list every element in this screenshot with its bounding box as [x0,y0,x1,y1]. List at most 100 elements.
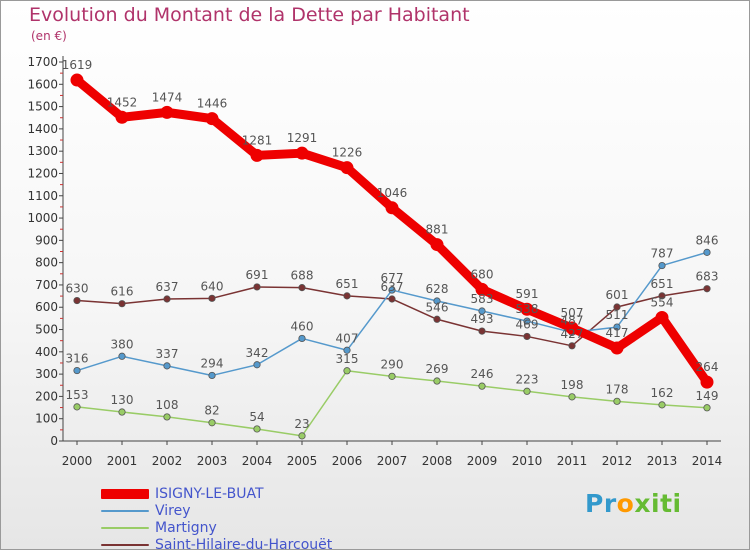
y-tick-label: 500 [35,323,58,337]
y-tick-label: 1700 [27,55,58,69]
data-point-1-7 [388,286,396,294]
data-point-3-5 [298,284,306,292]
legend-label-virey: Virey [155,502,191,519]
legend-swatch-saint-hilaire [101,543,149,546]
data-label-2-12: 178 [606,382,629,396]
legend-swatch-martigny [101,526,149,529]
data-point-0-5 [295,146,309,160]
data-label-1-8: 628 [426,282,449,296]
data-label-3-13: 651 [651,277,674,291]
y-tick-label: 700 [35,278,58,292]
y-tick-label: 800 [35,256,58,270]
data-label-2-13: 162 [651,386,674,400]
data-point-2-10 [523,387,531,395]
data-label-3-14: 683 [696,270,719,284]
data-point-2-3 [208,419,216,427]
data-point-1-2 [163,362,171,370]
data-point-0-11 [565,321,579,335]
data-label-2-6: 315 [336,352,359,366]
y-tick-label: 1400 [27,122,58,136]
data-point-1-6 [343,346,351,354]
data-label-1-12: 511 [606,308,629,322]
data-point-0-6 [340,161,354,175]
logo-letter: i [651,489,661,518]
x-tick-label: 2003 [197,454,228,468]
data-point-1-0 [73,366,81,375]
data-point-0-13 [655,310,669,324]
data-label-2-5: 23 [294,417,309,431]
data-label-1-0: 316 [66,352,89,366]
data-point-1-12 [613,323,621,331]
data-label-0-11: 507 [561,306,584,320]
data-point-2-13 [658,401,666,409]
legend-item-martigny[interactable]: Martigny [101,519,332,536]
data-label-0-10: 591 [516,287,539,301]
data-point-0-10 [520,302,534,316]
data-label-3-5: 688 [291,269,314,283]
data-label-0-12: 417 [606,326,629,340]
data-label-2-9: 246 [471,367,494,381]
data-label-1-10: 538 [516,302,539,316]
proxiti-logo: Proxiti [585,489,682,518]
data-label-0-6: 1226 [332,146,363,160]
data-point-3-11 [568,342,576,350]
legend-item-isigny[interactable]: ISIGNY-LE-BUAT [101,485,332,502]
data-label-0-9: 680 [471,267,494,281]
x-tick-label: 2002 [152,454,183,468]
data-point-1-1 [118,352,126,360]
data-label-1-7: 677 [381,271,404,285]
data-point-3-13 [658,292,666,300]
y-tick-label: 200 [35,389,58,403]
data-label-3-12: 601 [606,288,629,302]
data-point-3-3 [208,294,216,302]
x-tick-label: 2008 [422,454,453,468]
data-point-0-14 [700,375,714,389]
data-label-1-11: 487 [561,313,584,327]
legend-item-saint-hilaire[interactable]: Saint-Hilaire-du-Harcouët [101,536,332,553]
y-tick-label: 1000 [27,211,58,225]
data-point-1-10 [523,317,531,325]
data-point-2-9 [478,382,486,390]
data-point-1-5 [298,334,306,343]
data-label-3-1: 616 [111,285,134,299]
data-point-3-2 [163,295,171,303]
data-point-0-1 [115,110,129,124]
data-label-3-3: 640 [201,279,224,293]
x-tick-label: 2000 [62,454,93,468]
data-point-2-14 [703,404,711,412]
logo-letter: x [634,489,651,518]
data-point-0-4 [250,148,264,162]
data-point-3-7 [388,295,396,303]
data-point-3-1 [118,300,126,308]
data-point-2-2 [163,413,171,421]
data-label-3-6: 651 [336,277,359,291]
y-tick-label: 300 [35,367,58,381]
data-point-0-2 [160,105,174,119]
data-point-1-9 [478,307,486,315]
legend-swatch-virey [101,509,149,512]
legend-swatch-isigny [101,488,149,499]
data-point-3-9 [478,327,486,335]
data-point-2-6 [343,367,351,375]
data-point-2-0 [73,403,81,411]
data-label-2-8: 269 [426,362,449,376]
data-label-0-3: 1446 [197,97,228,111]
data-label-1-3: 294 [201,356,224,370]
data-point-3-12 [613,303,621,311]
data-point-0-8 [430,238,444,252]
y-tick-label: 1200 [27,166,58,180]
data-point-2-5 [298,432,306,440]
data-label-3-2: 637 [156,280,179,294]
data-label-1-5: 460 [291,319,314,333]
data-label-2-7: 290 [381,357,404,371]
y-tick-label: 1300 [27,144,58,158]
data-point-0-3 [205,112,219,126]
data-label-0-4: 1281 [242,133,273,147]
legend-item-virey[interactable]: Virey [101,502,332,519]
data-label-3-7: 637 [381,280,404,294]
data-point-2-4 [253,425,261,433]
logo-letter: o [616,489,635,518]
x-tick-label: 2009 [467,454,498,468]
data-label-1-6: 407 [336,331,359,345]
logo-letter: t [660,489,673,518]
